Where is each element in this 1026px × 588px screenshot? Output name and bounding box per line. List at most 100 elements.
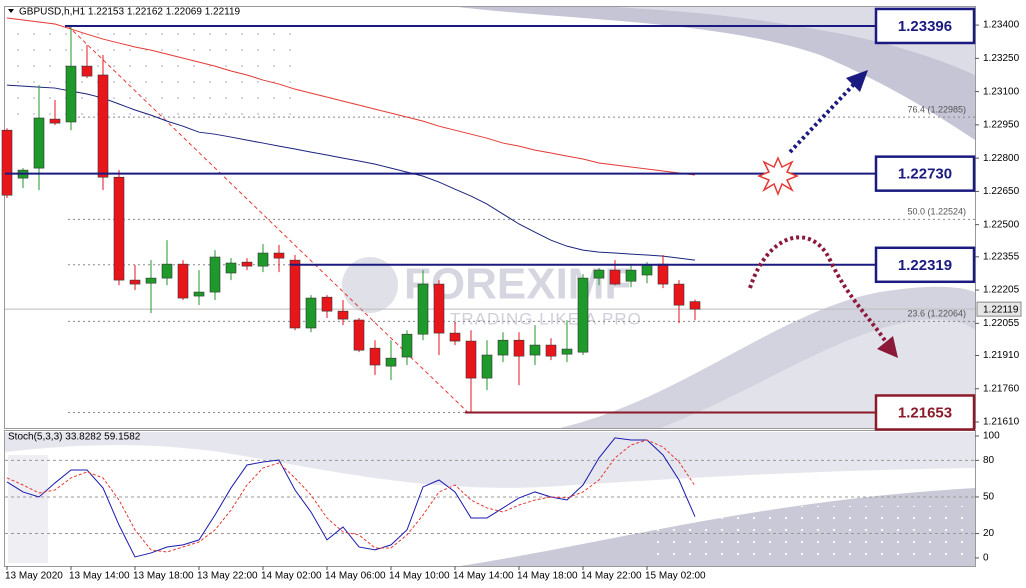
level-box bbox=[874, 246, 976, 284]
y-tick-label: 1.21910 bbox=[983, 350, 1020, 361]
main-panel-frame bbox=[4, 6, 976, 429]
fib-label: 76.4 (1.22985) bbox=[907, 104, 966, 114]
y-tick-label: 1.22205 bbox=[983, 285, 1020, 296]
candle-body bbox=[369, 347, 381, 366]
y-tick-label: 0 bbox=[983, 553, 989, 564]
candle-body bbox=[129, 279, 141, 285]
candle-body bbox=[593, 269, 605, 279]
watermark-slogan: TRADING LIKE A PRO bbox=[450, 309, 642, 328]
candle-body bbox=[33, 117, 45, 169]
candle-body bbox=[673, 283, 685, 306]
candle-body bbox=[113, 176, 125, 281]
candle-body bbox=[689, 301, 701, 310]
candle-body bbox=[161, 263, 173, 279]
plot-layer: 1.23400 1.23250 1.23100 1.22950 1.22800 1.226… bbox=[1, 7, 1022, 582]
decor-shape bbox=[5, 432, 975, 488]
candle-body bbox=[321, 296, 333, 312]
y-tick-label: 1.23400 bbox=[983, 20, 1020, 31]
down-arrow-head bbox=[877, 336, 898, 358]
candle-body bbox=[433, 283, 445, 334]
candle-body bbox=[481, 354, 493, 379]
x-tick-label: 14 May 22:00 bbox=[581, 571, 642, 582]
menu-arrow bbox=[8, 9, 14, 13]
x-tick-label: 14 May 06:00 bbox=[325, 571, 386, 582]
y-tick-label: 1.21760 bbox=[983, 383, 1020, 394]
x-tick-label: 15 May 02:00 bbox=[645, 571, 706, 582]
y-tick-label: 1.23100 bbox=[983, 86, 1020, 97]
indicator-header: Stoch(5,3,3) 33.8282 59.1582 bbox=[8, 432, 141, 443]
level-label: 1.22730 bbox=[898, 166, 952, 183]
up-arrow-head bbox=[846, 70, 868, 92]
y-tick-label: 1.22800 bbox=[983, 153, 1020, 164]
decor-shape bbox=[8, 455, 48, 563]
candle-body bbox=[545, 344, 557, 357]
x-tick-label: 13 May 2020 bbox=[5, 571, 63, 582]
y-tick-label: 80 bbox=[983, 455, 995, 466]
candle-body bbox=[513, 339, 525, 357]
y-tick-label: 1.22355 bbox=[983, 251, 1020, 262]
candle-body bbox=[257, 252, 269, 267]
y-tick-label: 1.21610 bbox=[983, 417, 1020, 428]
candle-body bbox=[1, 129, 13, 196]
fib-trend-line bbox=[67, 25, 469, 413]
candle-body bbox=[193, 291, 205, 297]
level-box bbox=[874, 155, 976, 192]
candle-body bbox=[609, 269, 621, 285]
level-box bbox=[874, 394, 976, 431]
y-tick-label: 1.22950 bbox=[983, 120, 1020, 131]
candle-body bbox=[97, 74, 109, 178]
candle-body bbox=[625, 269, 637, 282]
candle-body bbox=[465, 340, 477, 379]
candle-body bbox=[561, 348, 573, 355]
x-tick-label: 14 May 02:00 bbox=[261, 571, 322, 582]
candle-body bbox=[641, 264, 653, 276]
level-label: 1.21653 bbox=[898, 404, 952, 421]
stoch-line bbox=[6, 437, 696, 558]
y-tick-label: 50 bbox=[983, 492, 995, 503]
watermark-logo bbox=[342, 257, 398, 313]
breakout-star bbox=[756, 156, 800, 197]
y-tick-label: 1.22650 bbox=[983, 186, 1020, 197]
down-arrow bbox=[748, 235, 888, 344]
y-tick-label: 100 bbox=[983, 431, 1000, 442]
symbol-header: GBPUSD,h,H1 1.22153 1.22162 1.22069 1.22… bbox=[19, 7, 241, 18]
stoch-panel-frame bbox=[4, 430, 976, 567]
candle-body bbox=[49, 118, 61, 124]
candle-body bbox=[81, 65, 93, 77]
moving-average bbox=[6, 84, 696, 261]
x-tick-label: 13 May 18:00 bbox=[133, 571, 194, 582]
candle-body bbox=[65, 65, 77, 123]
candle-body bbox=[145, 277, 157, 284]
x-tick-label: 13 May 22:00 bbox=[197, 571, 258, 582]
candle-body bbox=[305, 297, 317, 329]
candle-body bbox=[417, 283, 429, 335]
candle-body bbox=[177, 263, 189, 299]
bid-box bbox=[976, 301, 1022, 317]
candle-body bbox=[225, 262, 237, 274]
y-tick-label: 1.23250 bbox=[983, 53, 1020, 64]
candle-body bbox=[209, 256, 221, 293]
candle-body bbox=[353, 319, 365, 351]
y-tick-label: 1.22500 bbox=[983, 219, 1020, 230]
moving-average bbox=[6, 17, 696, 176]
candle-body bbox=[337, 310, 349, 320]
bid-label: 1.22119 bbox=[983, 304, 1019, 315]
candle-body bbox=[289, 259, 301, 329]
candle-body bbox=[529, 344, 541, 356]
x-tick-label: 14 May 18:00 bbox=[517, 571, 578, 582]
x-tick-label: 13 May 14:00 bbox=[69, 571, 130, 582]
fib-label: 23.6 (1.22064) bbox=[907, 309, 966, 319]
up-arrow bbox=[788, 80, 858, 154]
candle-body bbox=[241, 261, 253, 267]
level-box bbox=[874, 7, 976, 45]
stoch-line bbox=[6, 439, 696, 553]
candle-body bbox=[385, 357, 397, 367]
candle-body bbox=[273, 252, 285, 259]
candle-body bbox=[577, 277, 589, 353]
x-tick-label: 14 May 10:00 bbox=[389, 571, 450, 582]
dot-pattern bbox=[15, 30, 305, 120]
fib-label: 50.0 (1.22524) bbox=[907, 207, 966, 217]
candle-body bbox=[401, 333, 413, 358]
y-tick-label: 20 bbox=[983, 528, 995, 539]
